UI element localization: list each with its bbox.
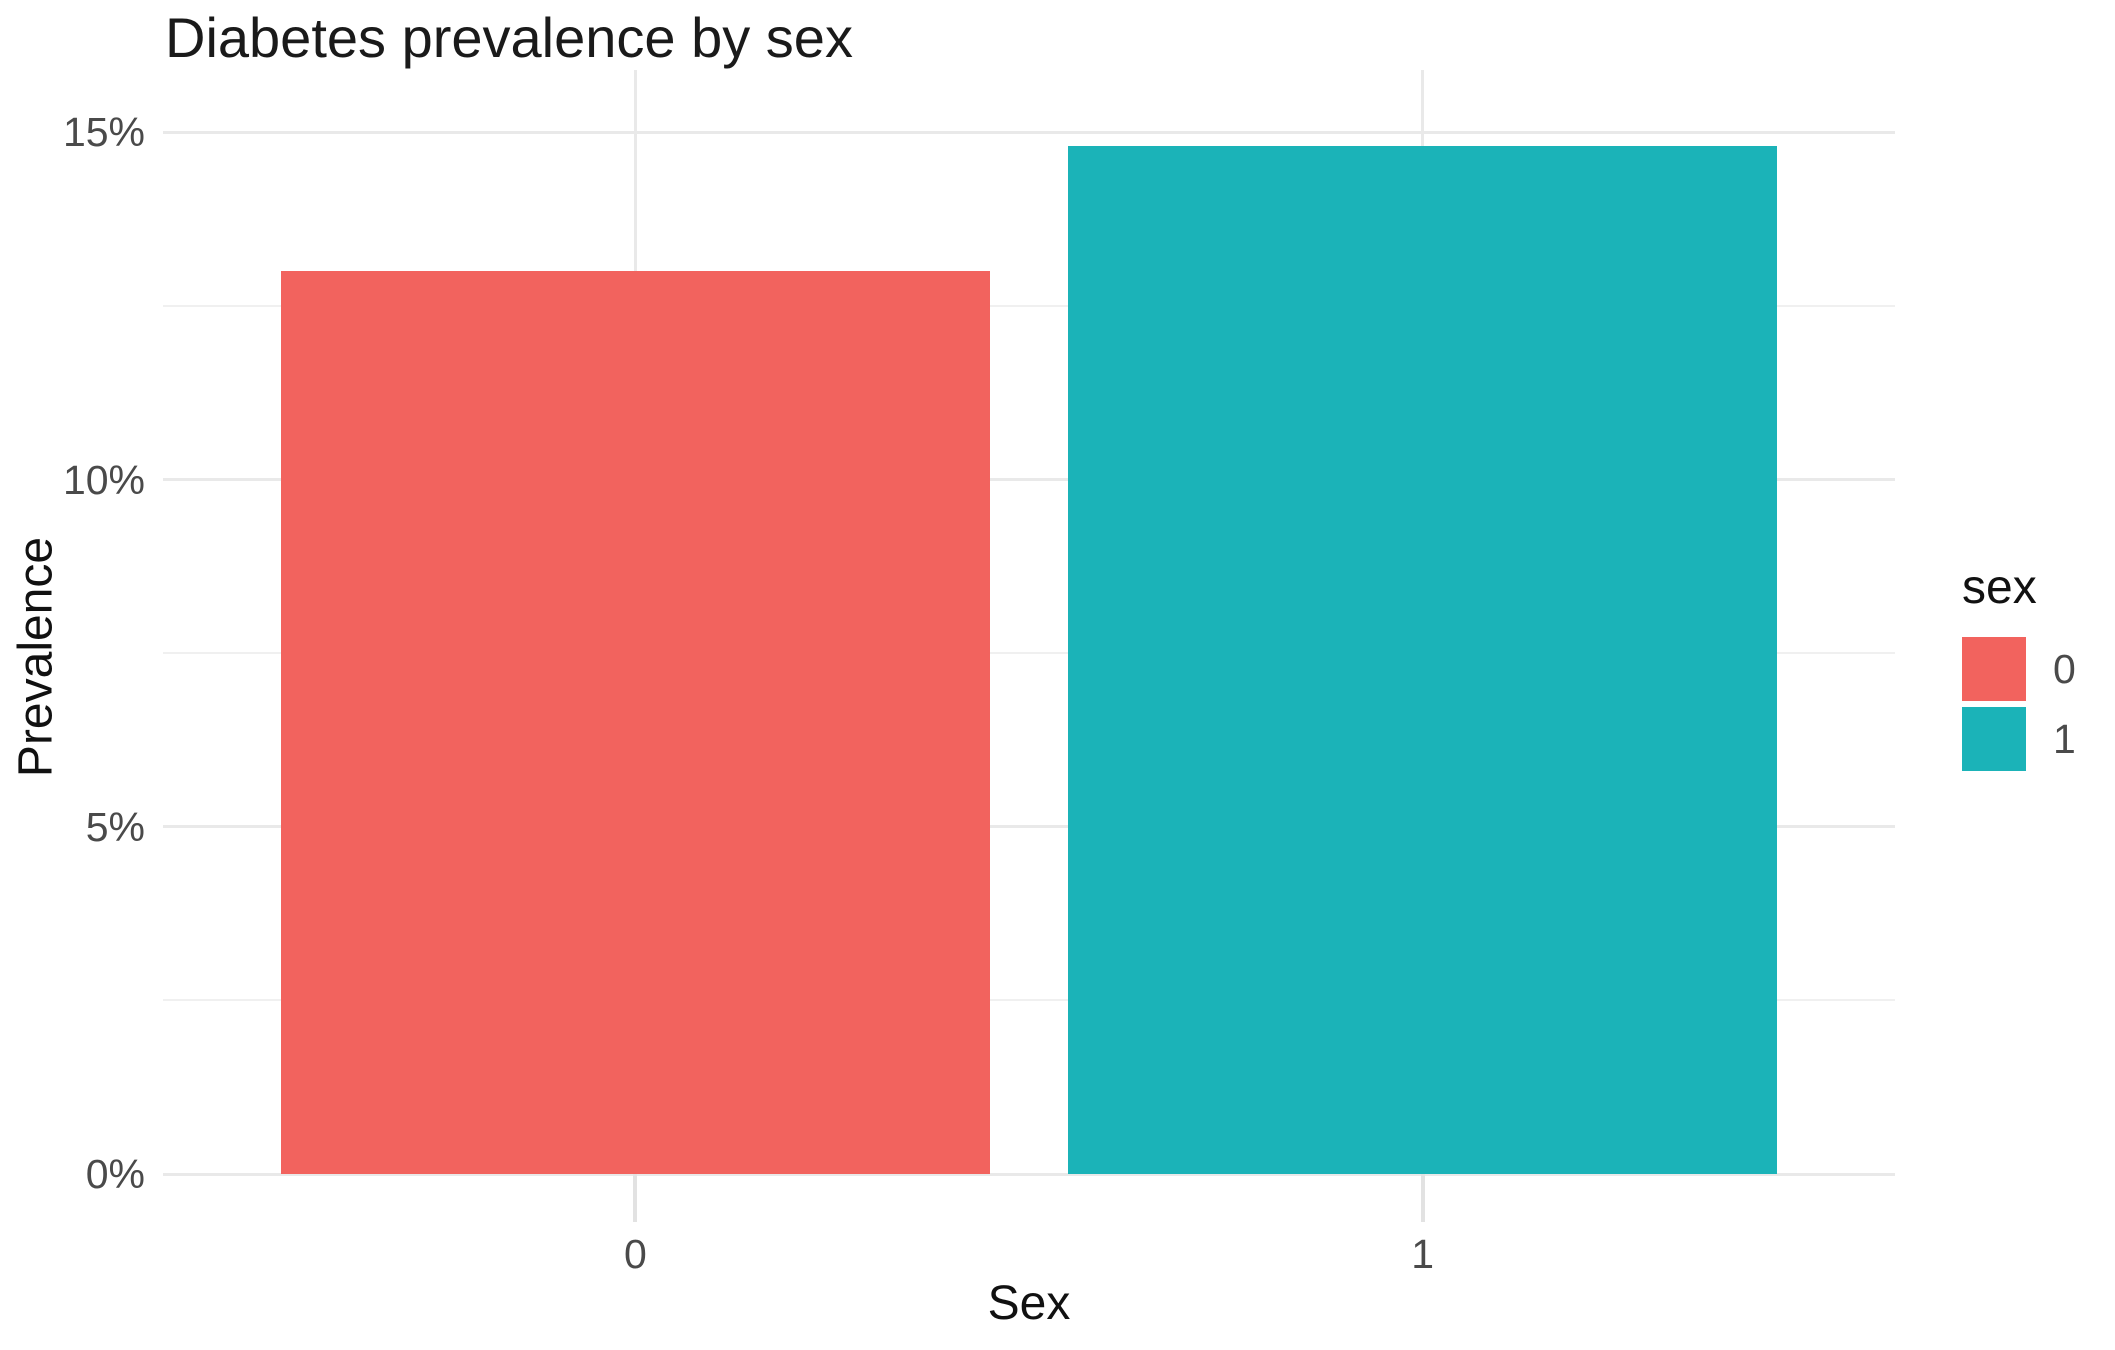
legend-label: 0 [2053, 645, 2076, 692]
major-gridline [163, 825, 1895, 829]
major-gridline [163, 1172, 1895, 1176]
legend-label: 1 [2053, 715, 2076, 762]
y-tick-label: 5% [85, 803, 145, 850]
x-tick-label: 1 [1411, 1231, 1435, 1277]
legend-swatch-1 [1962, 707, 2026, 771]
x-tick-mark [1420, 1174, 1425, 1222]
major-gridline [163, 130, 1895, 134]
bar-sex-1 [1068, 146, 1777, 1174]
y-tick-label: 10% [62, 456, 145, 503]
minor-gridline [163, 305, 1895, 308]
x-axis-title: Sex [987, 1277, 1071, 1330]
legend-entry-1: 1 [1962, 707, 2076, 771]
major-gridline [163, 478, 1895, 482]
bar-sex-0 [281, 271, 990, 1174]
chart-title: Diabetes prevalence by sex [165, 6, 853, 69]
y-tick-label: 15% [62, 109, 145, 156]
x-tick-mark [633, 1174, 638, 1222]
legend-entry-0: 0 [1962, 637, 2076, 701]
y-axis-title: Prevalence [9, 536, 63, 778]
minor-gridline [163, 999, 1895, 1002]
x-tick-label: 0 [623, 1231, 647, 1277]
legend-swatch-0 [1962, 637, 2026, 701]
legend-title: sex [1962, 561, 2037, 614]
y-tick-label: 0% [85, 1151, 145, 1197]
minor-gridline [163, 652, 1895, 655]
plot-panel [163, 70, 1895, 1176]
